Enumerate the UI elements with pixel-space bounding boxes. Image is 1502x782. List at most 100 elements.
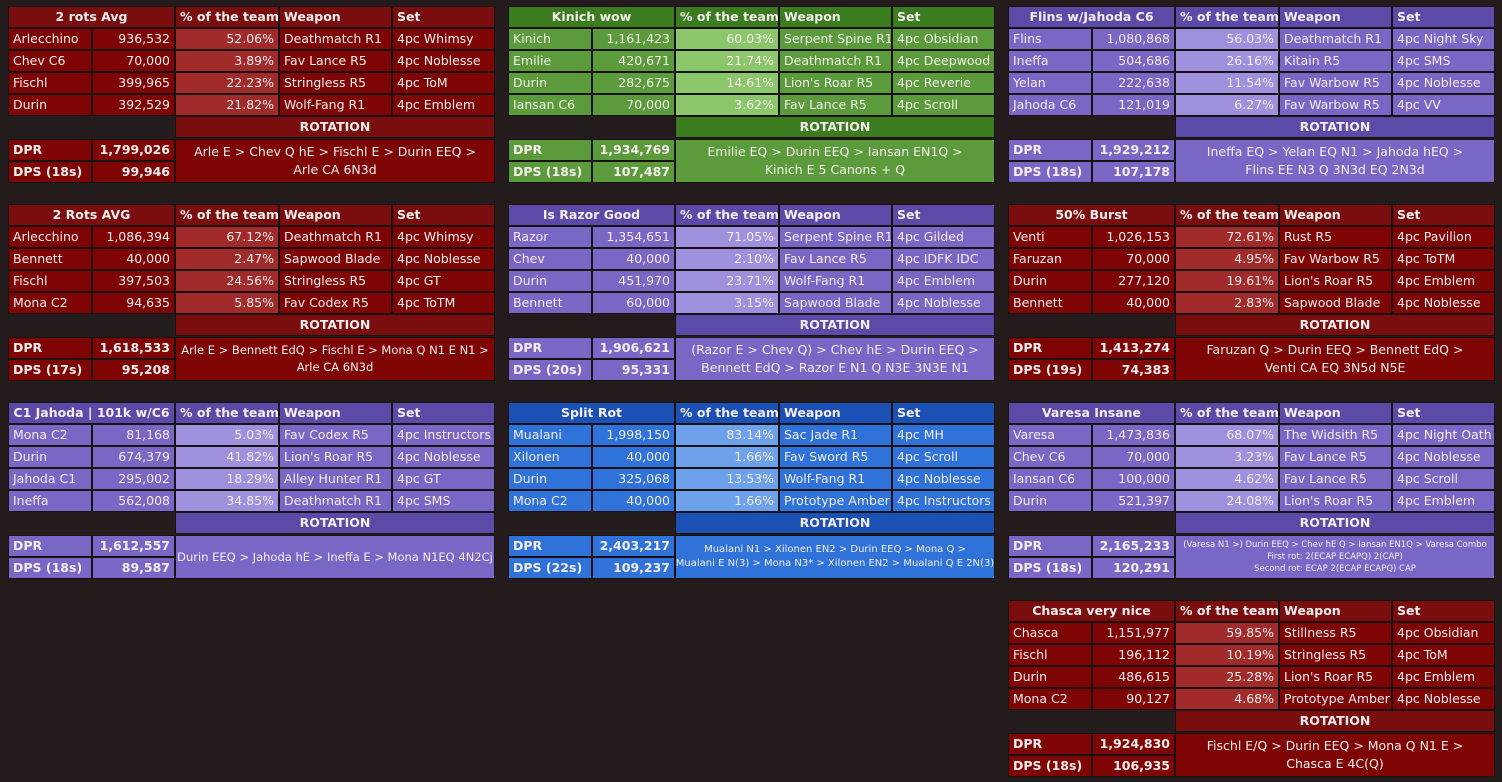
column-header: Set: [892, 402, 995, 424]
rotation-box: Mualani N1 > Xilonen EN2 > Durin EEQ > M…: [675, 535, 995, 579]
weapon: Lion's Roar R5: [1279, 666, 1392, 688]
artifact-set: 4pc MH: [892, 424, 995, 446]
team-share: 3.62%: [675, 94, 779, 116]
dps-label: DPS (18s): [1008, 161, 1092, 183]
damage: 40,000: [1092, 292, 1175, 314]
rotation-line: Mualani E N(3) > Mona N3* > Xilonen EN2 …: [675, 558, 995, 569]
dpr-label: DPR: [508, 535, 592, 557]
column-header: % of the team: [675, 6, 779, 28]
weapon: Rust R5: [1279, 226, 1392, 248]
artifact-set: 4pc GT: [392, 270, 495, 292]
dps-label: DPS (20s): [508, 359, 592, 381]
team-share: 24.08%: [1175, 490, 1279, 512]
team-share: 2.47%: [175, 248, 279, 270]
dpr-value: 1,924,830: [1092, 733, 1175, 755]
artifact-set: 4pc Emblem: [892, 270, 995, 292]
character: Durin: [8, 94, 92, 116]
rotation-line: Flins EE N3 Q 3N3d EQ 2N3d: [1245, 162, 1425, 177]
damage: 674,379: [92, 446, 175, 468]
team-share: 3.15%: [675, 292, 779, 314]
dps-value: 107,487: [592, 161, 675, 183]
weapon: Fav Warbow R5: [1279, 72, 1392, 94]
character: Chasca: [1008, 622, 1092, 644]
artifact-set: 4pc Deepwood: [892, 50, 995, 72]
column-header: % of the team: [1175, 6, 1279, 28]
rotation-line: Mualani N1 > Xilonen EN2 > Durin EEQ > M…: [704, 543, 966, 555]
dps-label: DPS (18s): [1008, 755, 1092, 777]
character: Bennett: [8, 248, 92, 270]
weapon: Wolf-Fang R1: [779, 270, 892, 292]
weapon: Lion's Roar R5: [279, 446, 392, 468]
rotation-line: Arle CA 6N3d: [293, 162, 377, 177]
dpr-value: 2,403,217: [592, 535, 675, 557]
rotation-header: ROTATION: [175, 512, 495, 534]
weapon: Wolf-Fang R1: [279, 94, 392, 116]
artifact-set: 4pc SMS: [1392, 50, 1495, 72]
damage: 1,026,153: [1092, 226, 1175, 248]
team-share: 5.03%: [175, 424, 279, 446]
artifact-set: 4pc Scroll: [892, 446, 995, 468]
rotation-header: ROTATION: [675, 314, 995, 336]
damage: 420,671: [592, 50, 675, 72]
artifact-set: 4pc Obsidian: [1392, 622, 1495, 644]
team-share: 52.06%: [175, 28, 279, 50]
dpr-label: DPR: [508, 139, 592, 161]
column-header: Set: [1392, 204, 1495, 226]
artifact-set: 4pc Whimsy: [392, 226, 495, 248]
character: Mona C2: [8, 292, 92, 314]
damage: 70,000: [92, 50, 175, 72]
damage: 936,532: [92, 28, 175, 50]
artifact-set: 4pc ToTM: [1392, 248, 1495, 270]
column-header: Weapon: [779, 6, 892, 28]
character: Durin: [1008, 270, 1092, 292]
dps-value: 120,291: [1092, 557, 1175, 579]
column-header: Set: [1392, 600, 1495, 622]
team-share: 68.07%: [1175, 424, 1279, 446]
damage: 81,168: [92, 424, 175, 446]
damage: 399,965: [92, 72, 175, 94]
artifact-set: 4pc Whimsy: [392, 28, 495, 50]
weapon: Sapwood Blade: [279, 248, 392, 270]
artifact-set: 4pc Reverie: [892, 72, 995, 94]
character: Jahoda C6: [1008, 94, 1092, 116]
character: Mona C2: [508, 490, 592, 512]
dps-value: 109,237: [592, 557, 675, 579]
team-share: 60.03%: [675, 28, 779, 50]
weapon: Fav Codex R5: [279, 292, 392, 314]
dpr-value: 1,934,769: [592, 139, 675, 161]
team-share: 18.29%: [175, 468, 279, 490]
rotation-line: Faruzan Q > Durin EEQ > Bennett EdQ >: [1206, 341, 1464, 357]
rotation-box: Durin EEQ > Jahoda hE > Ineffa E > Mona …: [175, 535, 495, 579]
weapon: Kitain R5: [1279, 50, 1392, 72]
dpr-label: DPR: [8, 139, 92, 161]
team-share: 3.89%: [175, 50, 279, 72]
rotation-line: (Razor E > Chev Q) > Chev hE > Durin EEQ…: [691, 341, 979, 357]
dps-value: 106,935: [1092, 755, 1175, 777]
team-share: 14.61%: [675, 72, 779, 94]
block-title: Varesa Insane: [1008, 402, 1175, 424]
weapon: Sapwood Blade: [1279, 292, 1392, 314]
character: Iansan C6: [508, 94, 592, 116]
team-share: 56.03%: [1175, 28, 1279, 50]
weapon: Deathmatch R1: [279, 490, 392, 512]
artifact-set: 4pc ToTM: [392, 292, 495, 314]
damage: 100,000: [1092, 468, 1175, 490]
column-header: % of the team: [175, 6, 279, 28]
rotation-header: ROTATION: [1175, 512, 1495, 534]
dps-value: 99,946: [92, 161, 175, 183]
weapon: The Widsith R5: [1279, 424, 1392, 446]
character: Durin: [508, 72, 592, 94]
block-title: Split Rot: [508, 402, 675, 424]
team-share: 1.66%: [675, 446, 779, 468]
artifact-set: 4pc Scroll: [1392, 468, 1495, 490]
character: Arlecchino: [8, 28, 92, 50]
team-share: 4.68%: [1175, 688, 1279, 710]
team-share: 4.95%: [1175, 248, 1279, 270]
column-header: Weapon: [779, 402, 892, 424]
character: Fischl: [8, 270, 92, 292]
damage: 196,112: [1092, 644, 1175, 666]
weapon: Stringless R5: [279, 72, 392, 94]
damage: 562,008: [92, 490, 175, 512]
block-title: 2 rots Avg: [8, 6, 175, 28]
rotation-header: ROTATION: [675, 512, 995, 534]
